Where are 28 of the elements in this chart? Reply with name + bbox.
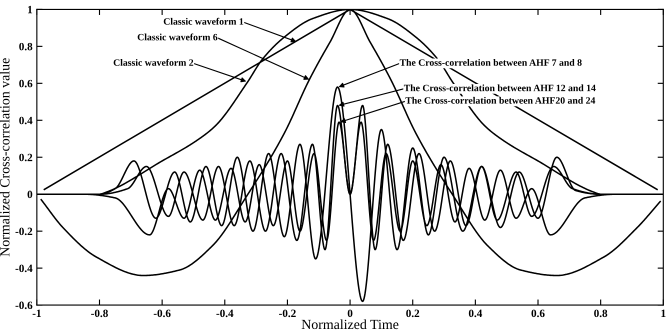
x-tick-label: -0.8 bbox=[91, 310, 108, 318]
x-tick-label: 0.8 bbox=[594, 310, 608, 318]
y-tick-label: 0.2 bbox=[19, 154, 32, 162]
y-tick-label: 1 bbox=[28, 6, 32, 14]
y-tick-label: -0.2 bbox=[16, 228, 32, 236]
y-tick-label: -0.6 bbox=[16, 302, 32, 310]
x-tick-label: 1 bbox=[661, 310, 666, 317]
y-tick-label: 0.8 bbox=[19, 42, 32, 50]
x-tick-label: 0.2 bbox=[406, 310, 420, 318]
annotation: Classic waveform 2 bbox=[114, 58, 194, 66]
y-tick-label: 0.4 bbox=[19, 116, 32, 124]
x-tick-label: 0.6 bbox=[531, 310, 545, 318]
x-tick-label: -0.4 bbox=[216, 310, 234, 318]
annotation: Classic waveform 1 bbox=[164, 18, 244, 25]
annotation: Classic waveform 6 bbox=[138, 33, 218, 40]
x-tick-label: -0.6 bbox=[154, 310, 171, 318]
annotation: The Cross-correlation between AHF 7 and 8 bbox=[400, 59, 582, 66]
x-tick-label: -1 bbox=[32, 310, 41, 317]
x-tick-label: -0.2 bbox=[279, 310, 296, 318]
y-tick-label: 0 bbox=[28, 190, 32, 198]
x-axis-title: Normalized Time bbox=[302, 319, 398, 330]
annotation: The Cross-correlation between AHF 12 and 14 bbox=[404, 84, 596, 92]
x-tick-label: 0.4 bbox=[468, 310, 482, 318]
y-tick-label: 0.6 bbox=[19, 80, 32, 88]
annotation: The Cross-correlation between AHF20 and 24 bbox=[405, 96, 596, 104]
y-axis-title: Normalized Cross-correlation value bbox=[0, 58, 10, 256]
x-tick-label: 0 bbox=[348, 310, 352, 318]
y-tick-label: -0.4 bbox=[16, 264, 32, 272]
